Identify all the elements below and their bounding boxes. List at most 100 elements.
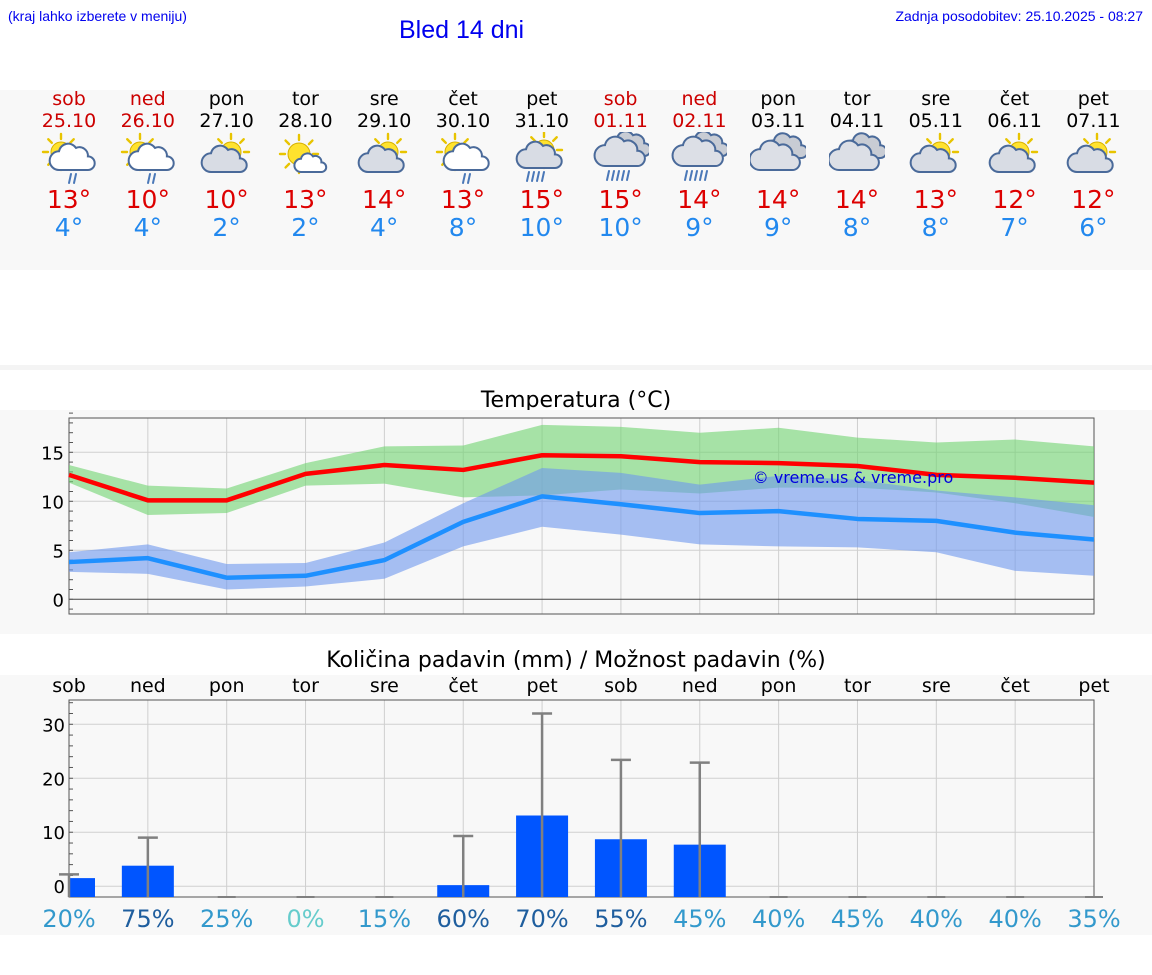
min-temp: 9°	[763, 213, 793, 242]
sun-cloud-icon	[988, 132, 1038, 173]
category-label: tor	[292, 675, 319, 697]
day-column: sre 05.11 13° 8°	[896, 88, 976, 242]
day-column: čet 30.10 13° 8°	[423, 88, 503, 242]
category-label: čet	[1000, 675, 1030, 697]
min-temp: 10°	[519, 213, 564, 242]
day-date: 31.10	[514, 110, 569, 132]
day-date: 30.10	[435, 110, 491, 132]
day-date: 28.10	[278, 110, 333, 132]
day-date: 29.10	[356, 110, 412, 132]
max-temp: 14°	[677, 185, 722, 214]
min-temp: 8°	[448, 213, 478, 242]
min-temp: 10°	[598, 213, 643, 242]
min-temp: 4°	[133, 213, 162, 242]
day-date: 05.11	[908, 110, 963, 132]
max-temp: 13°	[913, 185, 958, 214]
min-temp: 8°	[921, 213, 950, 242]
min-temp: 7°	[1000, 213, 1029, 242]
temperature-chart-title: Temperatura (°C)	[480, 388, 672, 413]
day-column: sob 25.10 13° 4°	[29, 88, 109, 242]
day-date: 01.11	[593, 110, 648, 132]
y-tick-label: 20	[42, 769, 65, 790]
day-name: pet	[526, 88, 558, 110]
cloudy-icon	[829, 132, 885, 171]
y-tick-label: 10	[41, 492, 64, 513]
max-temp: 15°	[519, 185, 564, 214]
sun-cloud-light-rain-icon	[41, 132, 96, 184]
day-name: čet	[448, 88, 478, 110]
y-tick-label: 5	[53, 541, 64, 562]
divider	[0, 365, 1152, 370]
region-menu-hint[interactable]: (kraj lahko izberete v meniju)	[8, 8, 187, 24]
max-temp: 13°	[46, 185, 92, 214]
day-date: 27.10	[199, 110, 254, 132]
cloud-rain-icon	[672, 132, 728, 181]
min-temp-line	[68, 494, 1095, 580]
day-column: pet 07.11 12° 6°	[1053, 88, 1133, 242]
sun-cloud-icon	[1067, 132, 1117, 173]
day-date: 03.11	[750, 110, 806, 132]
precipitation-chart-title: Količina padavin (mm) / Možnost padavin …	[326, 648, 826, 673]
y-tick-label: 10	[42, 823, 65, 844]
day-date: 06.11	[987, 110, 1042, 132]
category-label: sob	[604, 675, 638, 697]
sun-cloud-light-rain-icon	[120, 132, 175, 184]
day-name: ned	[681, 88, 718, 110]
daily-forecast-strip: sob 25.10 13° 4° ned 26.10 10° 4° pon 27.10 10° 2° t…	[0, 88, 1152, 268]
sun-cloud-light-rain-icon	[435, 132, 490, 184]
day-date: 07.11	[1066, 110, 1121, 132]
category-label: ned	[682, 675, 718, 697]
precip-probability: 25%	[200, 905, 253, 933]
max-temp: 12°	[1071, 185, 1116, 214]
sunny-small-cloud-icon	[279, 133, 328, 175]
cloudy-icon	[750, 132, 807, 171]
precip-probability: 40%	[988, 905, 1041, 933]
category-label: pon	[209, 675, 245, 697]
min-temp: 2°	[291, 213, 320, 242]
precip-probability: 40%	[910, 905, 963, 933]
day-date: 02.11	[672, 110, 727, 132]
category-label: sre	[922, 675, 951, 697]
precipitation-chart: sob ned pon tor sre čet pet sob ned pon tor sre čet p…	[42, 675, 1121, 933]
day-column: sob 01.11 15° 10°	[581, 88, 661, 242]
precip-bar	[69, 878, 95, 897]
category-label: pet	[526, 675, 557, 697]
precip-probability: 45%	[673, 905, 726, 933]
category-label: sre	[370, 675, 399, 697]
day-name: tor	[843, 88, 871, 110]
day-column: pet 31.10 15° 10°	[502, 88, 582, 242]
day-column: tor 28.10 13° 2°	[265, 88, 345, 242]
day-name: sob	[52, 88, 86, 110]
precip-probability: 60%	[437, 905, 490, 933]
y-tick-label: 0	[54, 877, 65, 898]
cloud-rain-icon	[593, 132, 649, 181]
day-column: ned 26.10 10° 4°	[108, 88, 188, 242]
day-name: pet	[1077, 88, 1109, 110]
max-temp: 13°	[283, 185, 328, 214]
day-name: pon	[760, 88, 797, 110]
day-column: čet 06.11 12° 7°	[975, 88, 1055, 242]
precip-probability: 35%	[1067, 905, 1120, 933]
day-column: pon 03.11 14° 9°	[738, 88, 818, 242]
min-temp: 4°	[369, 213, 399, 242]
category-label: ned	[130, 675, 166, 697]
max-temp: 12°	[992, 185, 1037, 214]
sun-cloud-icon	[200, 132, 250, 173]
precip-probability: 15%	[358, 905, 411, 933]
day-name: sob	[603, 88, 638, 110]
precip-probability: 70%	[515, 905, 568, 933]
plot-frame	[68, 699, 1095, 898]
category-label: tor	[844, 675, 871, 697]
y-tick-label: 15	[41, 443, 64, 464]
category-label: sob	[52, 675, 86, 697]
last-updated: Zadnja posodobitev: 25.10.2025 - 08:27	[895, 8, 1143, 24]
temperature-chart: 0 5 10 15 © vreme.us & vreme.pro	[41, 412, 1095, 615]
precip-probability: 20%	[42, 905, 95, 933]
day-name: ned	[129, 88, 166, 110]
min-temp: 9°	[685, 213, 714, 242]
max-temp: 10°	[204, 185, 249, 214]
day-name: sre	[921, 88, 951, 110]
page-title: Bled 14 dni	[399, 16, 525, 44]
precip-probability: 45%	[831, 905, 884, 933]
max-temp: 13°	[440, 185, 486, 214]
